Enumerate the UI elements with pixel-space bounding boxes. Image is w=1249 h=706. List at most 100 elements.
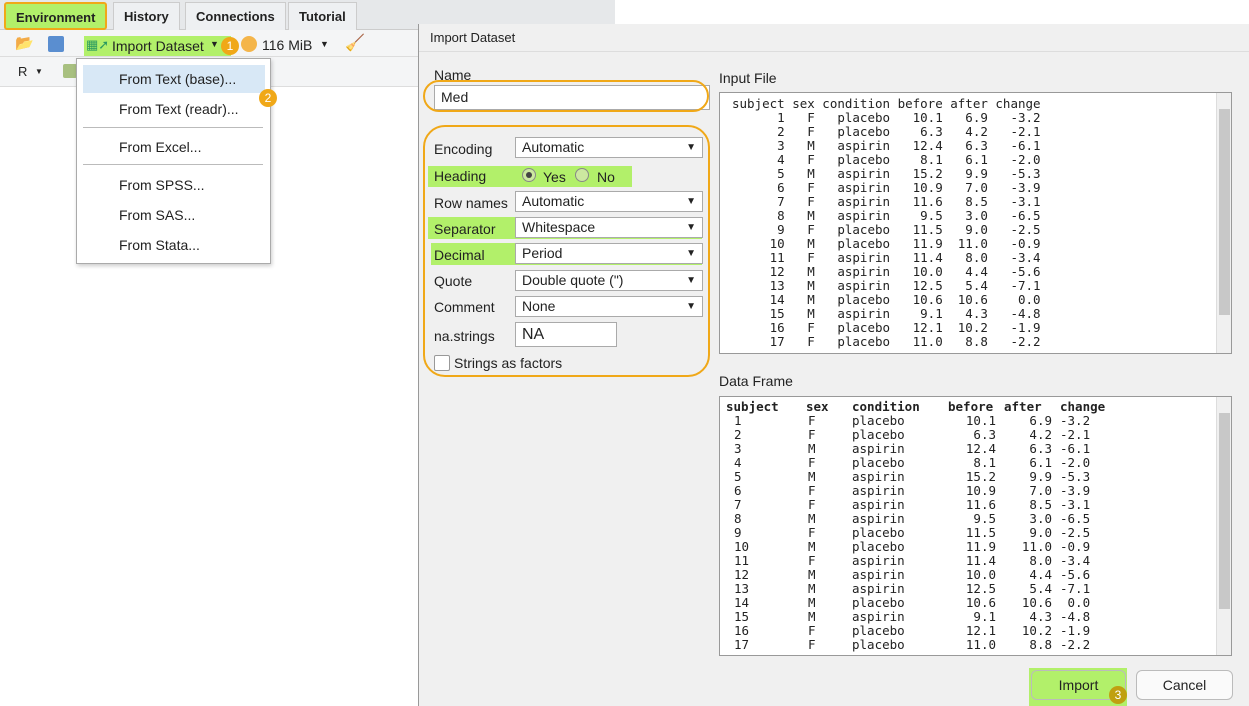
name-label: Name bbox=[434, 67, 472, 83]
quote-select[interactable]: Double quote (") ▼ bbox=[515, 270, 703, 291]
table-cell: aspirin bbox=[852, 483, 905, 498]
table-cell: 12.4 bbox=[965, 441, 996, 456]
input-file-scrollbar[interactable] bbox=[1216, 93, 1231, 353]
table-cell: 12 bbox=[734, 567, 750, 582]
table-cell: M bbox=[808, 581, 816, 596]
encoding-value: Automatic bbox=[522, 139, 585, 155]
open-folder-icon[interactable]: 📂 bbox=[15, 35, 34, 52]
table-cell: 11.4 bbox=[965, 553, 996, 568]
tab-tutorial[interactable]: Tutorial bbox=[288, 2, 357, 30]
table-cell: -4.8 bbox=[1060, 609, 1091, 624]
data-frame-label: Data Frame bbox=[719, 373, 793, 389]
decimal-select[interactable]: Period ▼ bbox=[515, 243, 703, 264]
table-cell: 6.9 bbox=[1029, 413, 1052, 428]
table-cell: 17 bbox=[734, 637, 750, 652]
table-cell: 6.3 bbox=[1029, 441, 1052, 456]
table-cell: 12.5 bbox=[965, 581, 996, 596]
heading-yes-label[interactable]: Yes bbox=[543, 169, 566, 185]
memory-usage[interactable]: 116 MiB bbox=[262, 37, 313, 53]
tab-history[interactable]: History bbox=[113, 2, 180, 30]
table-cell: aspirin bbox=[852, 567, 905, 582]
table-cell: -2.0 bbox=[1060, 455, 1091, 470]
chevron-down-icon[interactable]: ▼ bbox=[320, 39, 329, 49]
table-cell: 9 bbox=[734, 525, 742, 540]
menu-item-from-stata[interactable]: From Stata... bbox=[119, 237, 200, 253]
step-badge-3: 3 bbox=[1109, 686, 1127, 704]
table-cell: 5.4 bbox=[1029, 581, 1052, 596]
table-cell: 6 bbox=[734, 483, 742, 498]
table-cell: aspirin bbox=[852, 469, 905, 484]
table-cell: placebo bbox=[852, 525, 905, 540]
menu-item-from-spss[interactable]: From SPSS... bbox=[119, 177, 205, 193]
menu-divider bbox=[83, 164, 263, 165]
chevron-down-icon: ▼ bbox=[210, 39, 219, 49]
table-cell: placebo bbox=[852, 427, 905, 442]
table-cell: placebo bbox=[852, 623, 905, 638]
comment-select[interactable]: None ▼ bbox=[515, 296, 703, 317]
table-cell: 16 bbox=[734, 623, 750, 638]
dropdown-arrow-icon: ▼ bbox=[686, 275, 696, 286]
save-icon[interactable] bbox=[48, 36, 64, 52]
heading-label: Heading bbox=[434, 168, 487, 184]
table-cell: -2.5 bbox=[1060, 525, 1091, 540]
chevron-down-icon[interactable]: ▼ bbox=[35, 67, 43, 76]
language-select[interactable]: R bbox=[18, 64, 28, 79]
separator-select[interactable]: Whitespace ▼ bbox=[515, 217, 703, 238]
encoding-label: Encoding bbox=[434, 141, 493, 157]
table-cell: M bbox=[808, 609, 816, 624]
table-cell: 11.5 bbox=[965, 525, 996, 540]
table-cell: 9.5 bbox=[973, 511, 996, 526]
table-cell: F bbox=[808, 497, 816, 512]
broom-icon[interactable]: 🧹 bbox=[345, 35, 365, 52]
table-cell: 10.1 bbox=[965, 413, 996, 428]
table-cell: -0.9 bbox=[1060, 539, 1091, 554]
table-cell: M bbox=[808, 511, 816, 526]
table-cell: 11.0 bbox=[1021, 539, 1052, 554]
import-dataset-button[interactable]: ▦➚ Import Dataset ▼ bbox=[84, 36, 231, 56]
strings-as-factors-checkbox[interactable] bbox=[434, 355, 450, 371]
table-cell: 5 bbox=[734, 469, 742, 484]
quote-value: Double quote (") bbox=[522, 272, 624, 288]
input-file-text: subject sex condition before after chang… bbox=[732, 96, 1041, 349]
menu-item-from-sas[interactable]: From SAS... bbox=[119, 207, 196, 223]
menu-item-from-text-base[interactable]: From Text (base)... bbox=[83, 65, 265, 93]
memory-pie-icon bbox=[241, 36, 257, 52]
table-cell: -3.9 bbox=[1060, 483, 1091, 498]
column-header: subject bbox=[726, 399, 779, 414]
table-cell: -5.6 bbox=[1060, 567, 1091, 582]
table-cell: M bbox=[808, 567, 816, 582]
table-cell: 7 bbox=[734, 497, 742, 512]
table-cell: 10.6 bbox=[965, 595, 996, 610]
cancel-button[interactable]: Cancel bbox=[1136, 670, 1233, 700]
name-input[interactable]: Med bbox=[434, 85, 710, 110]
data-frame-scrollbar[interactable] bbox=[1216, 397, 1231, 655]
table-cell: M bbox=[808, 539, 816, 554]
table-cell: -3.2 bbox=[1060, 413, 1091, 428]
table-cell: -3.4 bbox=[1060, 553, 1091, 568]
table-cell: 0.0 bbox=[1067, 595, 1091, 610]
heading-no-radio[interactable] bbox=[575, 168, 589, 182]
menu-item-from-text-readr[interactable]: From Text (readr)... bbox=[119, 101, 239, 117]
table-import-icon: ▦➚ bbox=[86, 37, 110, 52]
menu-item-from-excel[interactable]: From Excel... bbox=[119, 139, 202, 155]
tab-connections[interactable]: Connections bbox=[185, 2, 286, 30]
table-cell: 8.5 bbox=[1029, 497, 1052, 512]
encoding-select[interactable]: Automatic ▼ bbox=[515, 137, 703, 158]
menu-divider bbox=[83, 127, 263, 128]
tab-environment[interactable]: Environment bbox=[4, 2, 108, 30]
table-cell: 8.1 bbox=[973, 455, 996, 470]
row-names-label: Row names bbox=[434, 195, 508, 211]
na-strings-input[interactable]: NA bbox=[515, 322, 617, 347]
row-names-select[interactable]: Automatic ▼ bbox=[515, 191, 703, 212]
heading-yes-radio[interactable] bbox=[522, 168, 536, 182]
